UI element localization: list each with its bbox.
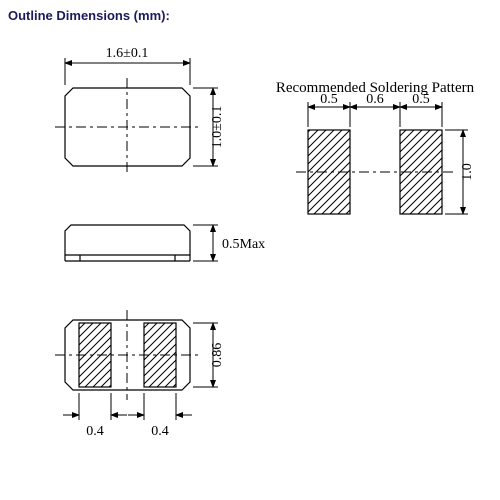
top-width-dim: 1.6±0.1 xyxy=(106,46,149,61)
bottom-view: 0.86 0.4 0.4 xyxy=(55,310,225,439)
solder-dim-gap: 0.6 xyxy=(366,92,384,107)
solder-dim-w2: 0.5 xyxy=(412,92,430,107)
bottom-pad-left xyxy=(79,323,111,387)
solder-dim-h: 1.0 xyxy=(460,163,475,181)
bottom-pad-dim-1: 0.4 xyxy=(86,424,104,439)
solder-pattern: Recommended Soldering Pattern 0.5 0.6 0.… xyxy=(276,80,475,214)
drawing-canvas: 1.6±0.1 1.0±0.1 0.5Max 0.86 0.4 0.4 Reco… xyxy=(0,0,500,500)
side-height-dim: 0.5Max xyxy=(222,237,265,252)
bottom-pad-dim-2: 0.4 xyxy=(151,424,169,439)
side-view: 0.5Max xyxy=(65,225,265,261)
top-height-dim: 1.0±0.1 xyxy=(210,106,225,149)
top-view: 1.6±0.1 1.0±0.1 xyxy=(55,46,225,176)
bottom-height-dim: 0.86 xyxy=(210,343,225,368)
bottom-pad-right xyxy=(144,323,176,387)
solder-dim-w1: 0.5 xyxy=(320,92,338,107)
